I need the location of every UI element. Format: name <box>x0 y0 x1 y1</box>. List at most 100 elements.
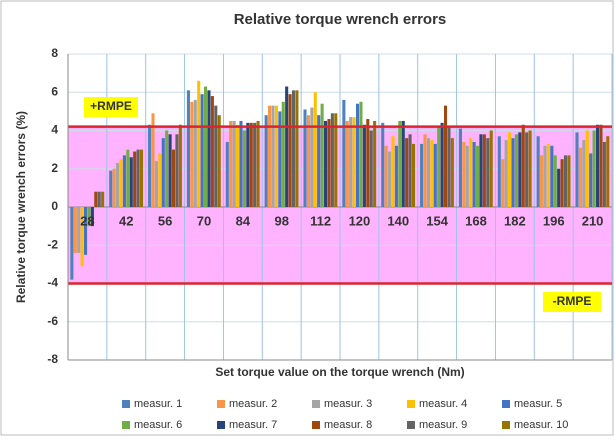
bar <box>249 122 253 207</box>
bar <box>381 122 385 207</box>
bar <box>443 105 448 207</box>
bar <box>589 153 593 207</box>
bar <box>479 134 483 207</box>
y-tick-label: 2 <box>51 161 58 175</box>
bar <box>599 124 603 207</box>
bar <box>90 207 94 227</box>
bar <box>313 92 317 207</box>
bar <box>560 159 564 207</box>
bar <box>295 90 299 207</box>
legend-label: measur. 3 <box>324 398 372 410</box>
bar <box>151 113 155 207</box>
legend-label: measur. 1 <box>134 398 182 410</box>
y-tick-label: 0 <box>51 199 58 213</box>
bar <box>356 103 360 207</box>
x-category-label: 98 <box>274 214 288 229</box>
bar <box>606 136 610 207</box>
bar <box>119 159 123 207</box>
bar <box>469 138 473 207</box>
bar <box>458 128 462 207</box>
bar <box>366 119 370 207</box>
y-tick-label: -4 <box>47 276 58 290</box>
rmpe-label-box <box>84 97 138 117</box>
bar <box>359 101 363 207</box>
bar <box>190 101 194 207</box>
bar <box>193 99 197 207</box>
bar <box>486 138 490 207</box>
bar <box>139 149 144 207</box>
bar <box>420 143 424 207</box>
bar <box>281 101 285 207</box>
rmpe-lower-label: -RMPE <box>553 294 592 308</box>
bar <box>122 155 126 207</box>
bar <box>437 126 441 207</box>
y-tick-label: -6 <box>47 314 58 328</box>
legend-label: measur. 7 <box>229 419 277 431</box>
bar <box>497 136 501 207</box>
y-tick-label: 8 <box>51 46 58 60</box>
legend-swatch <box>502 421 510 429</box>
bar <box>394 145 398 207</box>
bar <box>178 124 182 207</box>
bar <box>148 124 152 207</box>
bar <box>306 115 310 207</box>
bar <box>482 134 486 207</box>
bar <box>405 138 409 207</box>
bar <box>256 120 260 207</box>
bar <box>401 120 405 207</box>
bar <box>229 120 233 207</box>
bar <box>109 170 113 207</box>
bar <box>345 120 349 207</box>
legend-swatch <box>502 400 510 408</box>
bar <box>501 159 505 207</box>
legend-label: measur. 5 <box>514 398 562 410</box>
bar <box>214 105 218 207</box>
y-tick-label: 6 <box>51 84 58 98</box>
x-category-label: 84 <box>236 214 251 229</box>
x-category-label: 42 <box>119 214 133 229</box>
bar <box>246 122 250 207</box>
legend-label: measur. 6 <box>134 419 182 431</box>
rmpe-upper-label: +RMPE <box>90 99 132 113</box>
x-category-label: 120 <box>349 214 371 229</box>
bar <box>508 132 512 207</box>
bar <box>476 145 480 207</box>
bar <box>553 155 557 207</box>
bar <box>525 132 529 207</box>
bar <box>112 168 116 207</box>
bar <box>540 155 544 207</box>
bar <box>87 207 91 227</box>
bar <box>242 130 246 207</box>
x-axis-label: Set torque value on the torque wrench (N… <box>215 365 464 379</box>
bar <box>271 105 275 207</box>
bar <box>489 130 493 207</box>
bar <box>592 130 596 207</box>
bar <box>362 124 366 207</box>
bar <box>232 120 236 207</box>
bar <box>521 124 525 207</box>
bar <box>582 140 586 207</box>
x-category-label: 70 <box>197 214 211 229</box>
x-category-label: 140 <box>387 214 409 229</box>
bar <box>514 134 518 207</box>
bar <box>310 107 314 207</box>
bar <box>426 138 430 207</box>
bar <box>207 90 211 207</box>
bar <box>349 117 353 207</box>
chart-title: Relative torque wrench errors <box>234 11 447 28</box>
bar <box>518 132 522 207</box>
bar <box>80 207 84 267</box>
legend-swatch <box>407 400 415 408</box>
bar <box>70 207 74 280</box>
bar <box>291 90 296 207</box>
bar <box>274 105 278 207</box>
bar <box>342 99 346 207</box>
bar <box>447 126 451 207</box>
bar <box>116 163 120 207</box>
bar <box>168 134 172 207</box>
bar <box>175 134 179 207</box>
legend-label: measur. 4 <box>419 398 467 410</box>
bar <box>133 151 137 207</box>
